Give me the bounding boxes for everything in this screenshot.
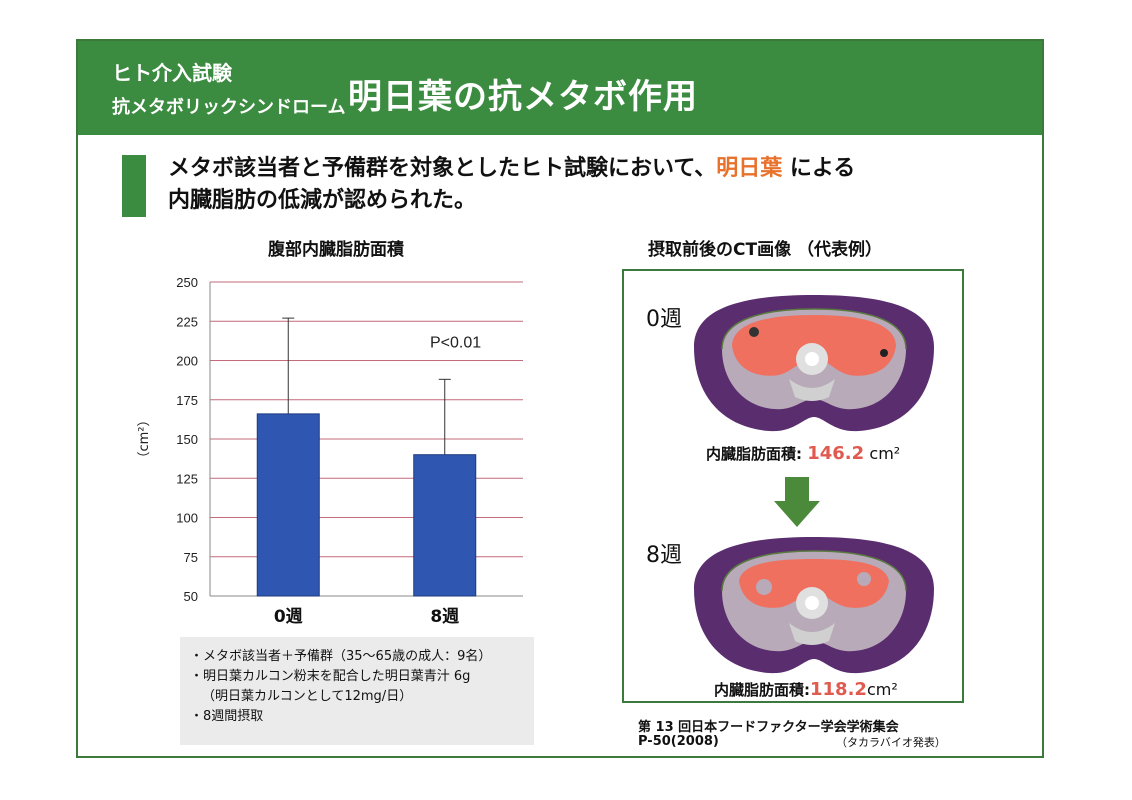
ct-scan-week8-image	[694, 537, 934, 674]
area-unit: cm²	[866, 680, 898, 699]
study-notes: ・メタボ該当者＋予備群（35～65歳の成人：9名） ・明日葉カルコン粉末を配合し…	[180, 637, 534, 745]
x-tick-label: 0週	[274, 607, 303, 627]
citation-conference: 第 13 回日本フードファクター学会学術集会	[638, 720, 899, 735]
ct-area-week8: 内臓脂肪面積:118.2cm²	[714, 679, 898, 700]
y-tick-label: 150	[176, 432, 198, 447]
ct-image-panel: 0週 内臓脂肪面積: 146.2 cm² 8週 内	[622, 269, 964, 703]
ct-area-week0: 内臓脂肪面積: 146.2 cm²	[706, 443, 900, 464]
y-tick-label: 50	[184, 589, 198, 604]
y-tick-label: 250	[176, 275, 198, 290]
area-value-week8: 118.2	[810, 679, 867, 700]
note-item: ・8週間摂取	[190, 709, 264, 724]
lead-text: メタボ該当者と予備群を対象としたヒト試験において、明日葉 による 内臓脂肪の低減…	[168, 153, 855, 217]
ct-scan-week0-image	[694, 295, 934, 432]
chart-title: 腹部内臓脂肪面積	[268, 240, 404, 260]
y-tick-label: 200	[176, 354, 198, 369]
note-item: （明日葉カルコンとして12mg/日）	[202, 689, 413, 704]
ct-week0-label: 0週	[646, 307, 682, 332]
y-tick-label: 100	[176, 511, 198, 526]
note-item: ・メタボ該当者＋予備群（35～65歳の成人：9名）	[190, 649, 492, 664]
bullet-square-icon	[122, 155, 146, 217]
lead-line1-pre: メタボ該当者と予備群を対象としたヒト試験において、	[168, 156, 717, 181]
bar	[413, 454, 477, 597]
header-subtitle-2: 抗メタボリックシンドローム	[112, 97, 346, 118]
area-label: 内臓脂肪面積:	[706, 445, 802, 463]
y-axis-label: （cm²）	[137, 413, 152, 464]
ct-title: 摂取前後のCT画像 （代表例）	[648, 240, 882, 260]
page-title: 明日葉の抗メタボ作用	[348, 77, 698, 117]
arrow-down-icon	[774, 477, 820, 527]
area-label: 内臓脂肪面積:	[714, 681, 810, 699]
header-bar: ヒト介入試験 抗メタボリックシンドローム 明日葉の抗メタボ作用	[78, 41, 1042, 135]
bar-chart: 50 75 100 125 150 175 200 225 250 0週 8週 P<0.01 （cm²）	[137, 275, 523, 627]
citation-presenter: （タカラバイオ発表）	[836, 736, 946, 749]
ct-week8-label: 8週	[646, 543, 682, 568]
significance-annotation: P<0.01	[430, 335, 481, 352]
slide: ヒト介入試験 抗メタボリックシンドローム 明日葉の抗メタボ作用 メタボ該当者と予…	[76, 39, 1044, 758]
header-subtitle: ヒト介入試験	[112, 61, 232, 85]
lead-line2: 内臓脂肪の低減が認められた。	[168, 188, 477, 213]
y-tick-label: 75	[184, 550, 198, 565]
y-tick-label: 175	[176, 393, 198, 408]
note-item: ・明日葉カルコン粉末を配合した明日葉青汁 6g	[190, 669, 471, 684]
y-tick-label: 225	[176, 314, 198, 329]
lead-highlight: 明日葉	[716, 156, 783, 181]
bar	[256, 413, 320, 597]
lead-line1-post: による	[782, 156, 856, 181]
area-unit: cm²	[869, 444, 901, 463]
y-tick-label: 125	[176, 471, 198, 486]
area-value-week0: 146.2	[807, 443, 865, 464]
x-tick-label: 8週	[430, 607, 459, 627]
citation-poster: P-50(2008)	[638, 734, 719, 749]
